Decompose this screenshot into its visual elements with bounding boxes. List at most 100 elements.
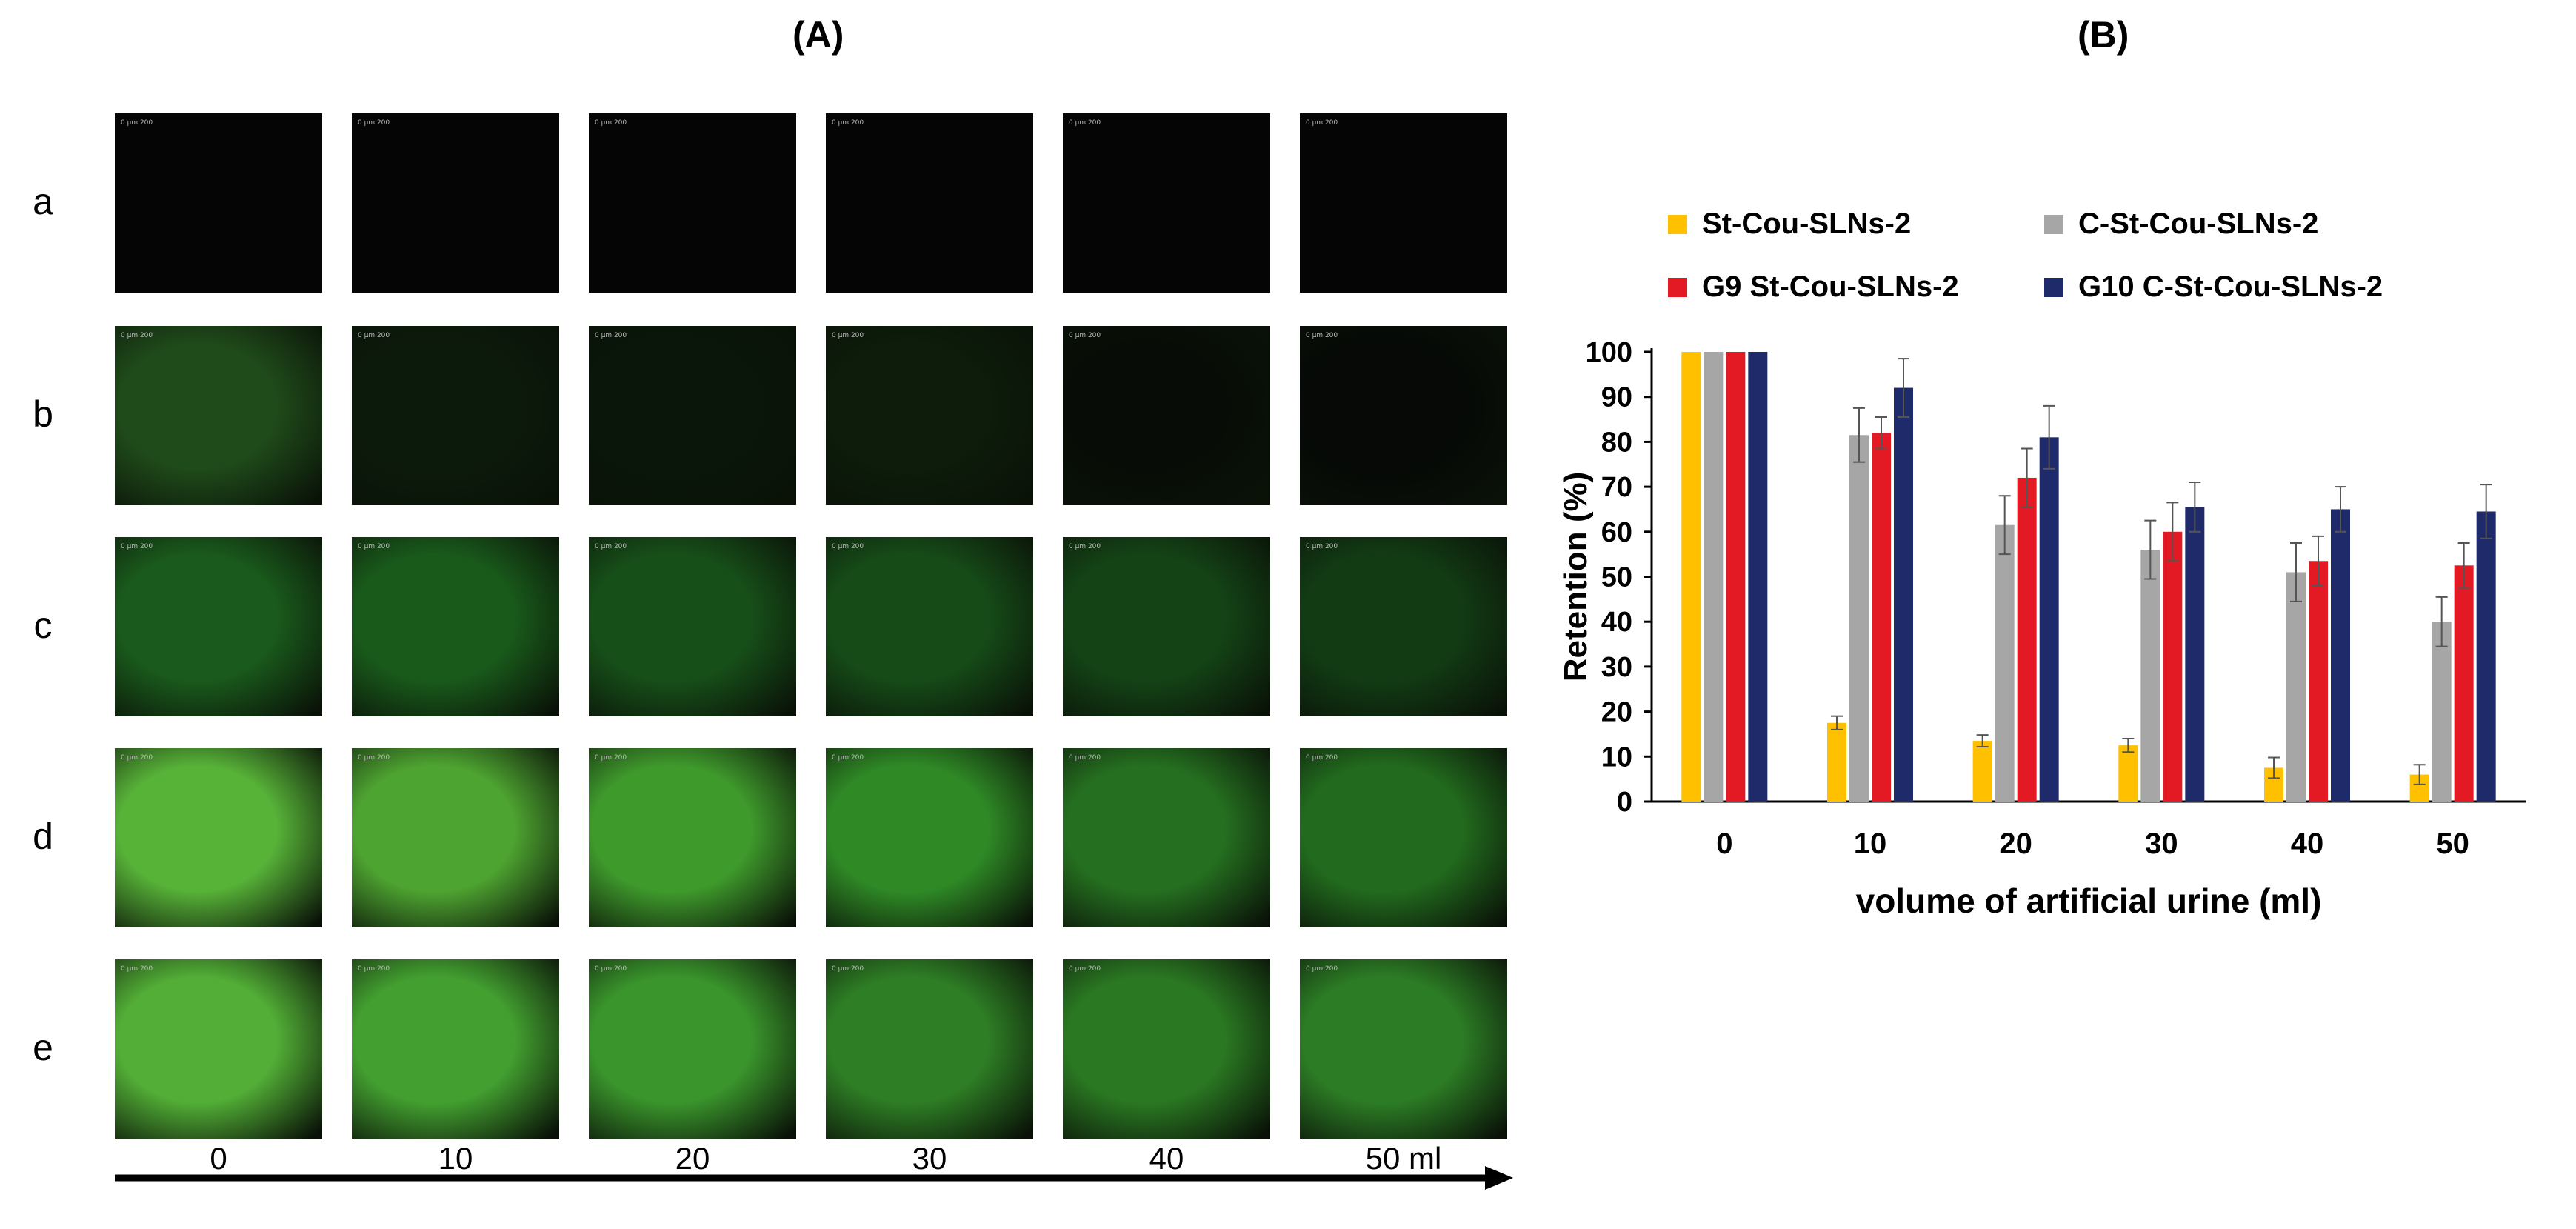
micrograph-c-3: 0 µm 200 [826, 537, 1033, 716]
bar-3-0 [1748, 352, 1768, 802]
micrograph-c-2: 0 µm 200 [589, 537, 796, 716]
scale-bar: 0 µm 200 [121, 332, 153, 339]
bar-0-0 [1681, 352, 1701, 802]
legend-label: G10 C-St-Cou-SLNs-2 [2078, 270, 2383, 303]
row-label-a: a [33, 181, 53, 222]
scale-bar: 0 µm 200 [1306, 754, 1338, 762]
micrograph-b-1: 0 µm 200 [352, 326, 559, 505]
micrograph-c-1: 0 µm 200 [352, 537, 559, 716]
volume-label-30: 30 [912, 1141, 947, 1176]
scale-bar: 0 µm 200 [121, 543, 153, 550]
scale-bar: 0 µm 200 [832, 332, 864, 339]
scale-bar: 0 µm 200 [1306, 543, 1338, 550]
legend-swatch [1668, 277, 1687, 297]
y-tick-label: 40 [1601, 607, 1632, 638]
bar-1-0 [1704, 352, 1724, 802]
scale-bar: 0 µm 200 [1069, 119, 1101, 127]
row-label-b: b [33, 393, 53, 435]
bar-2-20 [2017, 477, 2037, 802]
micrograph-c-0: 0 µm 200 [115, 537, 322, 716]
x-tick-label: 20 [1999, 827, 2032, 860]
scale-bar: 0 µm 200 [595, 332, 627, 339]
micrograph-e-1: 0 µm 200 [352, 959, 559, 1139]
scale-bar: 0 µm 200 [595, 965, 627, 973]
micrograph-b-4: 0 µm 200 [1063, 326, 1270, 505]
bar-1-20 [1995, 524, 2015, 802]
volume-label-20: 20 [675, 1141, 710, 1176]
bar-3-10 [1894, 387, 1913, 802]
y-tick-label: 10 [1601, 742, 1632, 773]
legend-label: C-St-Cou-SLNs-2 [2078, 207, 2319, 240]
volume-label-40: 40 [1149, 1141, 1184, 1176]
legend-item-3: G10 C-St-Cou-SLNs-2 [2044, 270, 2383, 304]
volume-label-10: 10 [438, 1141, 473, 1176]
volume-label-0: 0 [210, 1141, 227, 1176]
micrograph-d-2: 0 µm 200 [589, 748, 796, 927]
bar-1-30 [2140, 550, 2160, 802]
x-tick-label: 50 [2436, 827, 2469, 860]
legend-label: St-Cou-SLNs-2 [1702, 207, 1912, 240]
scale-bar: 0 µm 200 [832, 543, 864, 550]
legend-item-1: C-St-Cou-SLNs-2 [2044, 207, 2318, 241]
micrograph-b-5: 0 µm 200 [1300, 326, 1507, 505]
bar-2-50 [2454, 565, 2474, 802]
scale-bar: 0 µm 200 [1069, 543, 1101, 550]
y-tick-label: 60 [1601, 517, 1632, 548]
x-axis-label: volume of artificial urine (ml) [1856, 882, 2322, 920]
scale-bar: 0 µm 200 [832, 754, 864, 762]
scale-bar: 0 µm 200 [832, 965, 864, 973]
micrograph-c-4: 0 µm 200 [1063, 537, 1270, 716]
micrograph-d-0: 0 µm 200 [115, 748, 322, 927]
micrograph-a-3: 0 µm 200 [826, 113, 1033, 293]
bar-0-20 [1972, 741, 1992, 802]
scale-bar: 0 µm 200 [1306, 965, 1338, 973]
scale-bar: 0 µm 200 [358, 119, 390, 127]
micrograph-d-3: 0 µm 200 [826, 748, 1033, 927]
bar-0-10 [1827, 722, 1846, 802]
micrograph-c-5: 0 µm 200 [1300, 537, 1507, 716]
micrograph-e-4: 0 µm 200 [1063, 959, 1270, 1139]
scale-bar: 0 µm 200 [595, 119, 627, 127]
volume-label-50: 50 ml [1365, 1141, 1442, 1176]
scale-bar: 0 µm 200 [595, 543, 627, 550]
bar-1-50 [2432, 622, 2452, 802]
x-tick-label: 10 [1854, 827, 1887, 860]
row-label-d: d [33, 816, 53, 857]
bar-2-30 [2163, 531, 2183, 802]
row-label-c: c [33, 604, 53, 646]
bar-0-30 [2118, 745, 2138, 802]
y-tick-label: 90 [1601, 382, 1632, 413]
micrograph-d-4: 0 µm 200 [1063, 748, 1270, 927]
scale-bar: 0 µm 200 [358, 543, 390, 550]
micrograph-a-0: 0 µm 200 [115, 113, 322, 293]
micrograph-d-5: 0 µm 200 [1300, 748, 1507, 927]
bar-2-40 [2309, 561, 2328, 802]
y-tick-label: 70 [1601, 472, 1632, 503]
x-tick-label: 30 [2145, 827, 2178, 860]
scale-bar: 0 µm 200 [595, 754, 627, 762]
micrograph-d-1: 0 µm 200 [352, 748, 559, 927]
scale-bar: 0 µm 200 [358, 332, 390, 339]
bar-3-40 [2331, 509, 2350, 802]
scale-bar: 0 µm 200 [1069, 965, 1101, 973]
bar-3-50 [2476, 511, 2496, 802]
legend-swatch [1668, 214, 1687, 234]
bar-1-10 [1849, 435, 1869, 802]
scale-bar: 0 µm 200 [1306, 119, 1338, 127]
legend-item-0: St-Cou-SLNs-2 [1668, 207, 1911, 241]
panel-a-label: (A) [793, 14, 844, 56]
y-tick-label: 100 [1586, 337, 1632, 368]
bar-3-30 [2185, 507, 2205, 802]
micrograph-e-3: 0 µm 200 [826, 959, 1033, 1139]
legend-swatch [2044, 277, 2063, 297]
bar-1-40 [2286, 572, 2306, 802]
y-tick-label: 50 [1601, 562, 1632, 593]
scale-bar: 0 µm 200 [121, 754, 153, 762]
scale-bar: 0 µm 200 [1306, 332, 1338, 339]
panel-b-label: (B) [2078, 14, 2129, 56]
micrograph-a-4: 0 µm 200 [1063, 113, 1270, 293]
y-tick-label: 30 [1601, 652, 1632, 683]
micrograph-b-3: 0 µm 200 [826, 326, 1033, 505]
volume-direction-arrow [115, 1166, 1513, 1190]
scale-bar: 0 µm 200 [1069, 754, 1101, 762]
